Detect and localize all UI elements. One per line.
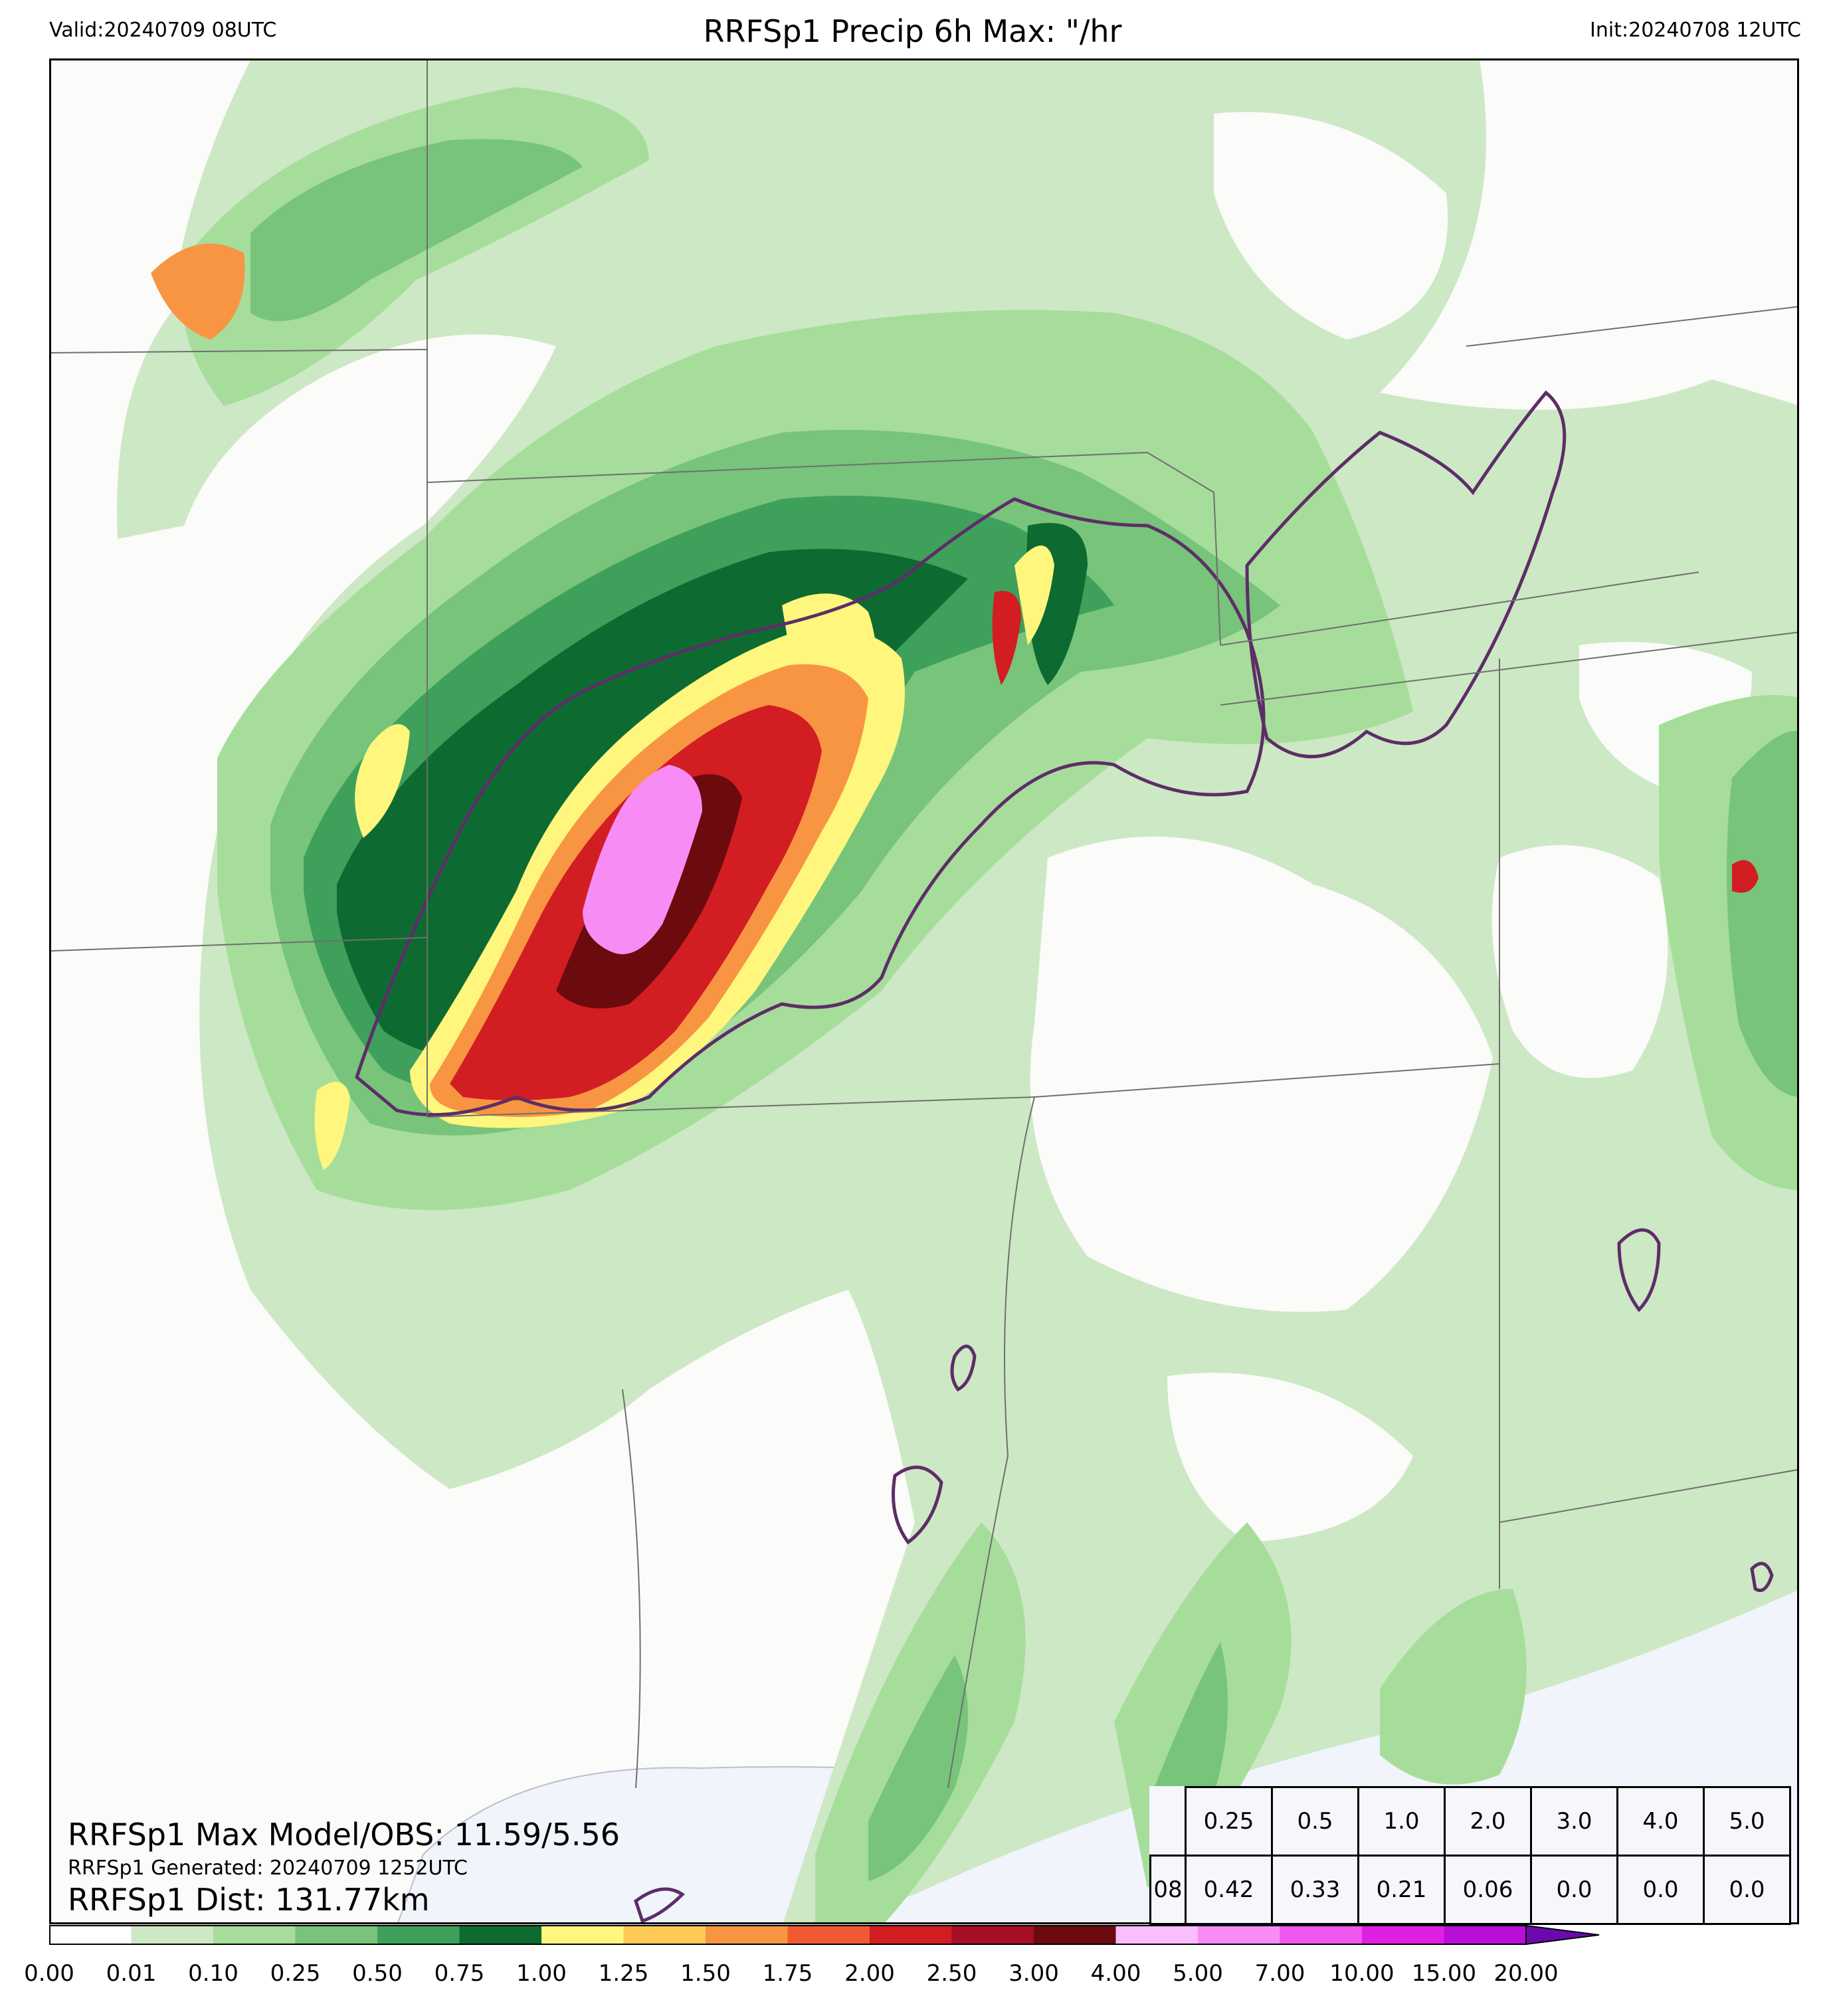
- colorbar-tick-label: 1.50: [680, 1960, 731, 1987]
- colorbar-swatch: [459, 1926, 542, 1944]
- threshold-cell: 0.25: [1185, 1786, 1273, 1857]
- obs-contours: [355, 390, 1774, 1922]
- precip-map[interactable]: [49, 58, 1799, 1924]
- colorbar-tick-label: 10.00: [1329, 1960, 1394, 1987]
- colorbar-tick-label: 3.00: [1009, 1960, 1059, 1987]
- colorbar-swatch: [1362, 1926, 1444, 1944]
- threshold-cell: 5.0: [1703, 1786, 1791, 1857]
- colorbar-swatch: [951, 1926, 1034, 1944]
- threshold-cell: 4.0: [1616, 1786, 1705, 1857]
- colorbar-swatch: [1280, 1926, 1363, 1944]
- colorbar-tick-label: 4.00: [1090, 1960, 1141, 1987]
- value-cell: 0.0: [1703, 1855, 1791, 1925]
- colorbar-swatch: [1444, 1926, 1527, 1944]
- distance-label: RRFSp1 Dist: 131.77km: [68, 1882, 430, 1918]
- colorbar-swatch: [1198, 1926, 1280, 1944]
- colorbar-tick-label: 2.50: [926, 1960, 977, 1987]
- threshold-cell: 3.0: [1530, 1786, 1618, 1857]
- colorbar-tick-label: 20.00: [1493, 1960, 1559, 1987]
- threshold-cell: 0.5: [1271, 1786, 1359, 1857]
- colorbar-swatch: [377, 1926, 460, 1944]
- valid-time-label: Valid:20240709 08UTC: [49, 19, 277, 42]
- threshold-cell: 1.0: [1357, 1786, 1446, 1857]
- colorbar-swatch: [131, 1926, 214, 1944]
- value-cell: 0.33: [1271, 1855, 1359, 1925]
- value-cell: 0.21: [1357, 1855, 1446, 1925]
- colorbar-tick-label: 7.00: [1254, 1960, 1305, 1987]
- precip-field-500: [583, 765, 702, 954]
- generated-time-label: RRFSp1 Generated: 20240709 1252UTC: [68, 1857, 468, 1880]
- max-model-obs-label: RRFSp1 Max Model/OBS: 11.59/5.56: [68, 1817, 621, 1853]
- colorbar-tick-label: 1.00: [516, 1960, 567, 1987]
- colorbar-tick-label: 0.10: [188, 1960, 239, 1987]
- value-cell: 0.0: [1616, 1855, 1705, 1925]
- init-time-label: Init:20240708 12UTC: [1590, 19, 1801, 42]
- colorbar-tick-label: 15.00: [1411, 1960, 1477, 1987]
- colorbar-swatch: [295, 1926, 378, 1944]
- colorbar-tick-label: 0.75: [434, 1960, 485, 1987]
- colorbar-swatch: [787, 1926, 870, 1944]
- colorbar-tick-label: 1.75: [762, 1960, 813, 1987]
- colorbar-extend-arrow: [1525, 1924, 1600, 1946]
- colorbar-frame: [49, 1925, 1527, 1945]
- threshold-corner: [1150, 1787, 1187, 1857]
- colorbar-tick-label: 0.50: [352, 1960, 403, 1987]
- threshold-cell: 2.0: [1444, 1786, 1532, 1857]
- value-cell: 0.42: [1185, 1855, 1273, 1925]
- colorbar-tick-label: 0.00: [24, 1960, 74, 1987]
- colorbar-swatch: [1115, 1926, 1199, 1944]
- row-label: 08: [1149, 1855, 1187, 1925]
- colorbar-swatch: [870, 1926, 952, 1944]
- colorbar-swatch: [1034, 1926, 1116, 1944]
- value-cell: 0.0: [1530, 1855, 1618, 1925]
- colorbar-tick-label: 0.25: [270, 1960, 321, 1987]
- colorbar-swatch: [623, 1926, 706, 1944]
- colorbar-tick-label: 1.25: [598, 1960, 649, 1987]
- colorbar: [49, 1924, 1600, 1946]
- threshold-header-row: 0.25 0.5 1.0 2.0 3.0 4.0 5.0: [1150, 1786, 1791, 1857]
- colorbar-tick-label: 2.00: [844, 1960, 895, 1987]
- colorbar-swatch: [49, 1926, 132, 1944]
- state-borders: [51, 60, 1797, 1789]
- colorbar-swatch: [213, 1926, 296, 1944]
- map-title: RRFSp1 Precip 6h Max: "/hr: [703, 13, 1122, 49]
- colorbar-tick-label: 5.00: [1173, 1960, 1223, 1987]
- threshold-table: 0.25 0.5 1.0 2.0 3.0 4.0 5.0 08 0.42 0.3…: [1149, 1786, 1791, 1925]
- colorbar-tick-label: 0.01: [106, 1960, 157, 1987]
- map-canvas: [51, 60, 1797, 1922]
- colorbar-swatch: [706, 1926, 788, 1944]
- threshold-value-row: 08 0.42 0.33 0.21 0.06 0.0 0.0 0.0: [1149, 1855, 1791, 1925]
- value-cell: 0.06: [1444, 1855, 1532, 1925]
- colorbar-swatch: [541, 1926, 624, 1944]
